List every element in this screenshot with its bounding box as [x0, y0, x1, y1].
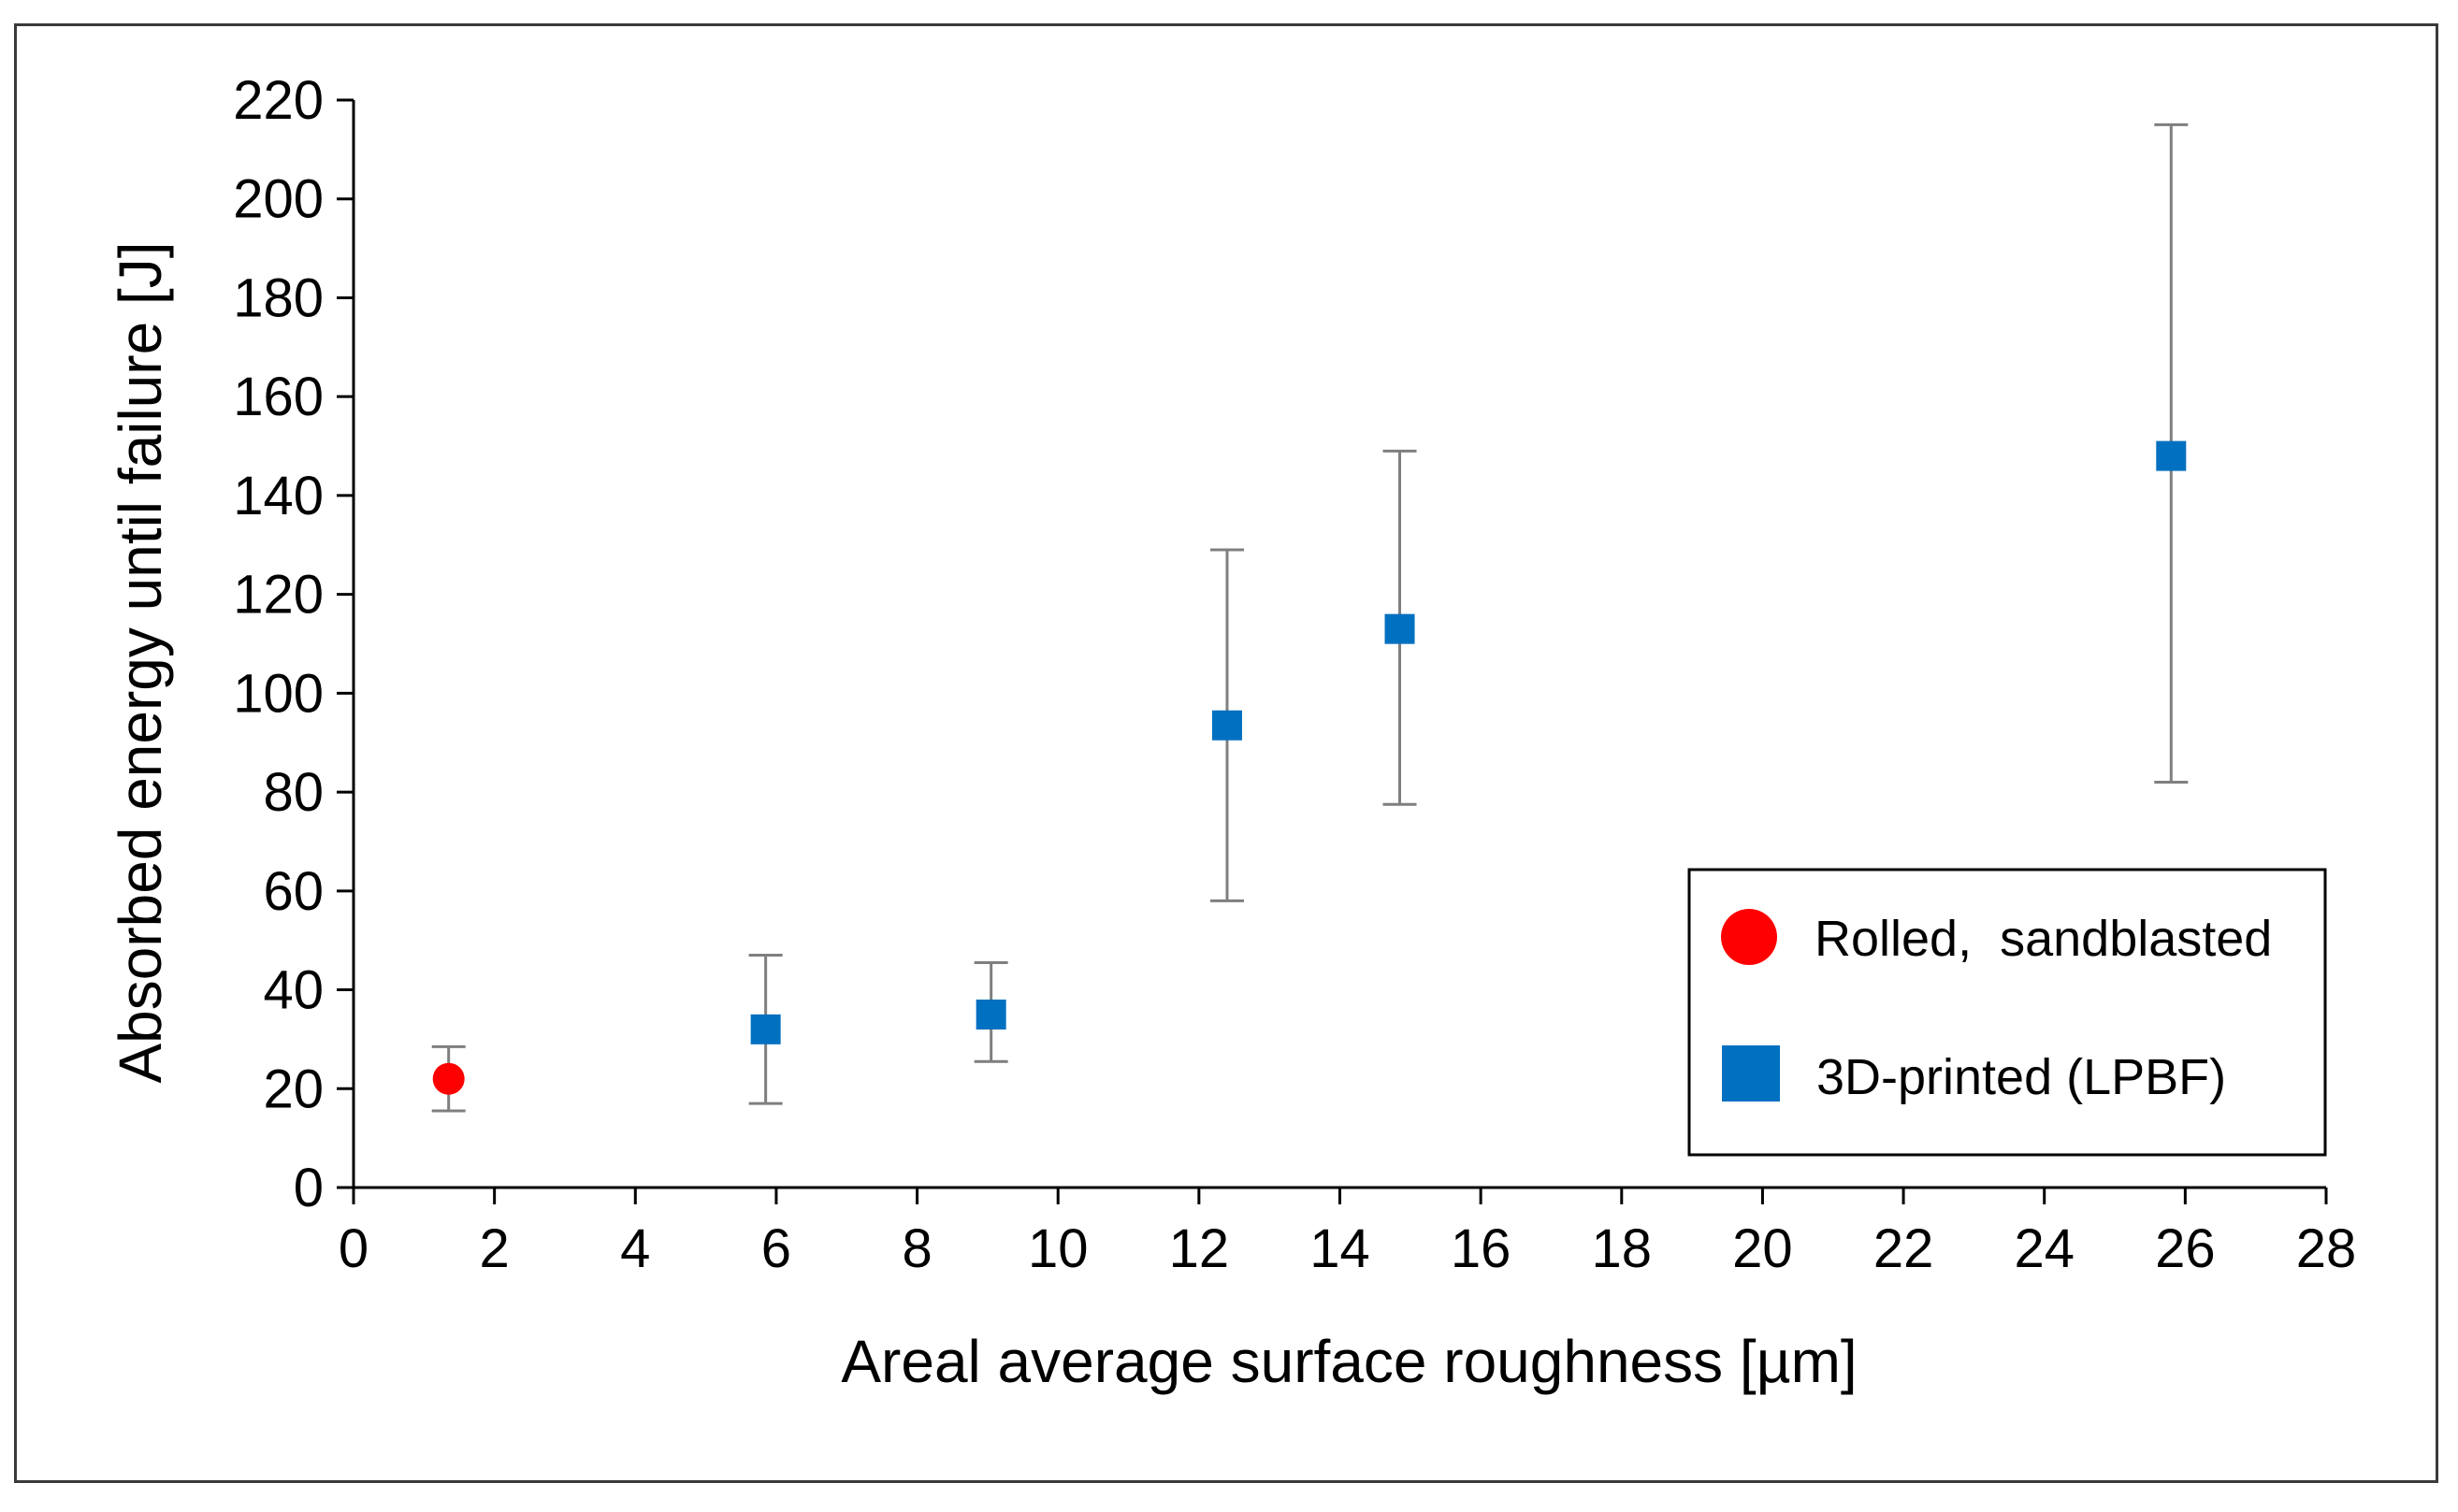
- y-tick-label: 200: [233, 169, 324, 230]
- y-tick-label: 0: [294, 1158, 324, 1218]
- x-tick-label: 8: [902, 1218, 932, 1279]
- x-tick-label: 12: [1169, 1218, 1230, 1279]
- data-point-3d-printed: [976, 999, 1006, 1030]
- y-tick-label: 180: [233, 267, 324, 328]
- y-tick-label: 140: [233, 466, 324, 526]
- y-tick-label: 20: [263, 1058, 324, 1119]
- x-tick-label: 16: [1451, 1218, 1511, 1279]
- legend: Rolled, sandblasted 3D-printed (LPBF): [1687, 868, 2327, 1157]
- data-point-3d-printed: [1211, 710, 1242, 741]
- data-point-3d-printed: [2156, 440, 2187, 471]
- data-point-3d-printed: [750, 1014, 781, 1044]
- x-tick-label: 26: [2155, 1218, 2216, 1279]
- legend-label-rolled-sandblasted: Rolled, sandblasted: [1815, 911, 2272, 967]
- legend-label-3d-printed: 3D-printed (LPBF): [1816, 1049, 2226, 1105]
- y-tick-label: 220: [233, 70, 324, 131]
- data-markers: [432, 440, 2187, 1095]
- y-tick-label: 160: [233, 367, 324, 427]
- data-point-rolled-sandblasted: [432, 1062, 465, 1095]
- y-tick-label: 60: [263, 861, 324, 922]
- x-tick-label: 24: [2014, 1218, 2075, 1279]
- data-point-3d-printed: [1384, 613, 1415, 644]
- y-axis-ticks: 0 20 40 60 80 100 120 140 160 180 200 220: [233, 70, 354, 1218]
- x-axis-ticks: 0 2 4 6 8 10 12 14 16 18 20 22 24 26 28: [339, 1188, 2356, 1279]
- x-tick-label: 18: [1592, 1218, 1653, 1279]
- y-tick-label: 120: [233, 565, 324, 626]
- x-axis-title: Areal average surface roughness [µm]: [841, 1328, 1857, 1395]
- x-tick-label: 2: [480, 1218, 510, 1279]
- x-tick-label: 10: [1028, 1218, 1089, 1279]
- x-tick-label: 14: [1309, 1218, 1370, 1279]
- legend-box: [1687, 868, 2327, 1157]
- legend-marker-circle: [1721, 909, 1777, 965]
- x-tick-label: 20: [1732, 1218, 1793, 1279]
- x-tick-label: 28: [2296, 1218, 2357, 1279]
- x-tick-label: 0: [339, 1218, 369, 1279]
- y-tick-label: 80: [263, 762, 324, 823]
- x-tick-label: 6: [761, 1218, 791, 1279]
- y-tick-label: 100: [233, 663, 324, 724]
- x-tick-label: 4: [620, 1218, 650, 1279]
- y-tick-label: 40: [263, 960, 324, 1021]
- legend-marker-square: [1722, 1045, 1780, 1102]
- y-axis-title: Absorbed energy until failure [J]: [107, 241, 174, 1083]
- x-tick-label: 22: [1873, 1218, 1934, 1279]
